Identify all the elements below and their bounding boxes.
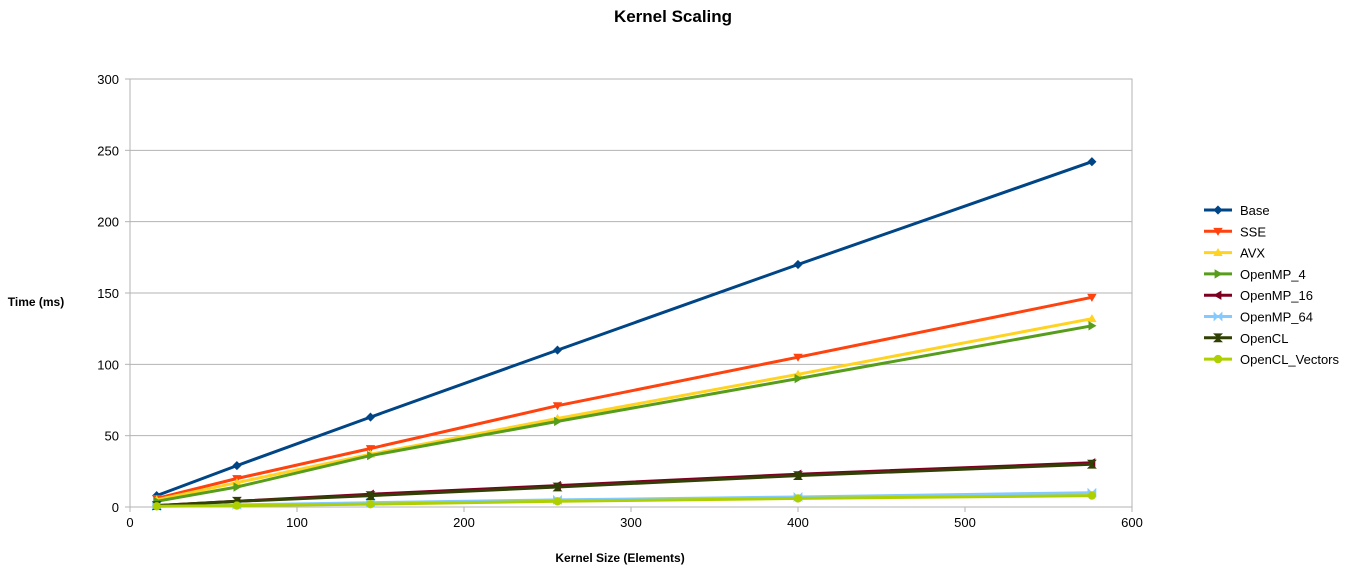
series-openmp-4 (153, 321, 1097, 506)
legend-item: SSE (1204, 224, 1266, 239)
y-axis-ticks: 0 50 100 150 200 250 300 (97, 72, 130, 515)
data-point (1086, 459, 1097, 469)
data-point (232, 461, 242, 471)
data-point (1088, 321, 1097, 331)
series-line (155, 462, 1094, 508)
legend-marker (1213, 205, 1223, 215)
legend-label: OpenCL_Vectors (1240, 352, 1340, 367)
legend-label: OpenMP_64 (1240, 310, 1313, 325)
data-point (552, 345, 563, 355)
data-point (232, 501, 242, 510)
series-line (155, 494, 1094, 508)
data-point (152, 502, 161, 511)
data-point (552, 402, 563, 411)
data-point (365, 412, 376, 422)
data-point (1087, 293, 1097, 302)
y-tick-label: 50 (105, 429, 119, 444)
legend-marker (1213, 333, 1223, 343)
x-tick-label: 0 (126, 515, 133, 530)
y-tick-label: 0 (112, 500, 119, 515)
data-point (366, 499, 375, 509)
legend-item: OpenMP_64 (1204, 310, 1313, 325)
series-line (155, 160, 1094, 498)
x-tick-label: 100 (286, 515, 308, 530)
x-axis-ticks: 0 100 200 300 400 500 600 (126, 507, 1143, 530)
legend-label: AVX (1240, 246, 1265, 261)
legend-marker (1213, 311, 1223, 322)
data-point (793, 471, 803, 481)
legend-label: Base (1240, 203, 1270, 218)
y-tick-label: 150 (97, 286, 119, 301)
data-point (365, 491, 376, 501)
legend-marker (1213, 290, 1222, 300)
data-point (1087, 491, 1097, 500)
legend-item: OpenMP_16 (1204, 288, 1313, 303)
y-tick-label: 200 (97, 215, 119, 230)
data-point (554, 416, 563, 427)
data-point (367, 450, 376, 461)
data-point (233, 482, 242, 492)
data-point (365, 445, 376, 454)
data-point (553, 497, 562, 506)
data-point (552, 482, 563, 492)
legend-item: AVX (1204, 246, 1265, 261)
legend-label: OpenMP_4 (1240, 267, 1306, 282)
legend-item: Base (1204, 203, 1270, 218)
series-line (155, 317, 1094, 502)
data-point (793, 353, 803, 362)
legend-marker (1213, 227, 1223, 236)
y-tick-label: 100 (97, 357, 119, 372)
series-line (155, 295, 1094, 500)
x-tick-label: 200 (453, 515, 475, 530)
series-base (152, 157, 1097, 501)
series-opencl-vectors (152, 491, 1097, 511)
series-line (155, 324, 1094, 503)
legend-item: OpenCL_Vectors (1204, 352, 1340, 367)
x-axis-label: Kernel Size (Elements) (555, 551, 684, 565)
data-point (793, 494, 803, 503)
legend-marker (1213, 354, 1223, 364)
x-tick-label: 600 (1121, 515, 1143, 530)
x-tick-label: 300 (620, 515, 642, 530)
legend-label: OpenMP_16 (1240, 288, 1313, 303)
data-point (1087, 314, 1097, 323)
y-tick-label: 250 (97, 143, 119, 158)
chart-title: Kernel Scaling (614, 7, 732, 26)
series-group (151, 157, 1097, 512)
legend-item: OpenCL (1204, 331, 1288, 346)
x-tick-label: 400 (787, 515, 809, 530)
legend-marker (1213, 248, 1223, 257)
legend-item: OpenMP_4 (1204, 267, 1306, 282)
x-tick-label: 500 (954, 515, 976, 530)
legend-label: SSE (1240, 224, 1266, 239)
gridlines (130, 78, 1132, 508)
legend: Base SSE AVX OpenMP_4 OpenMP_16 OpenMP_64 Open… (1204, 203, 1340, 367)
legend-label: OpenCL (1240, 331, 1288, 346)
y-axis-label: Time (ms) (8, 295, 64, 309)
legend-marker (1214, 269, 1223, 279)
y-tick-label: 300 (97, 72, 119, 87)
data-point (1087, 157, 1097, 167)
data-point (793, 259, 803, 270)
data-point (794, 373, 803, 384)
